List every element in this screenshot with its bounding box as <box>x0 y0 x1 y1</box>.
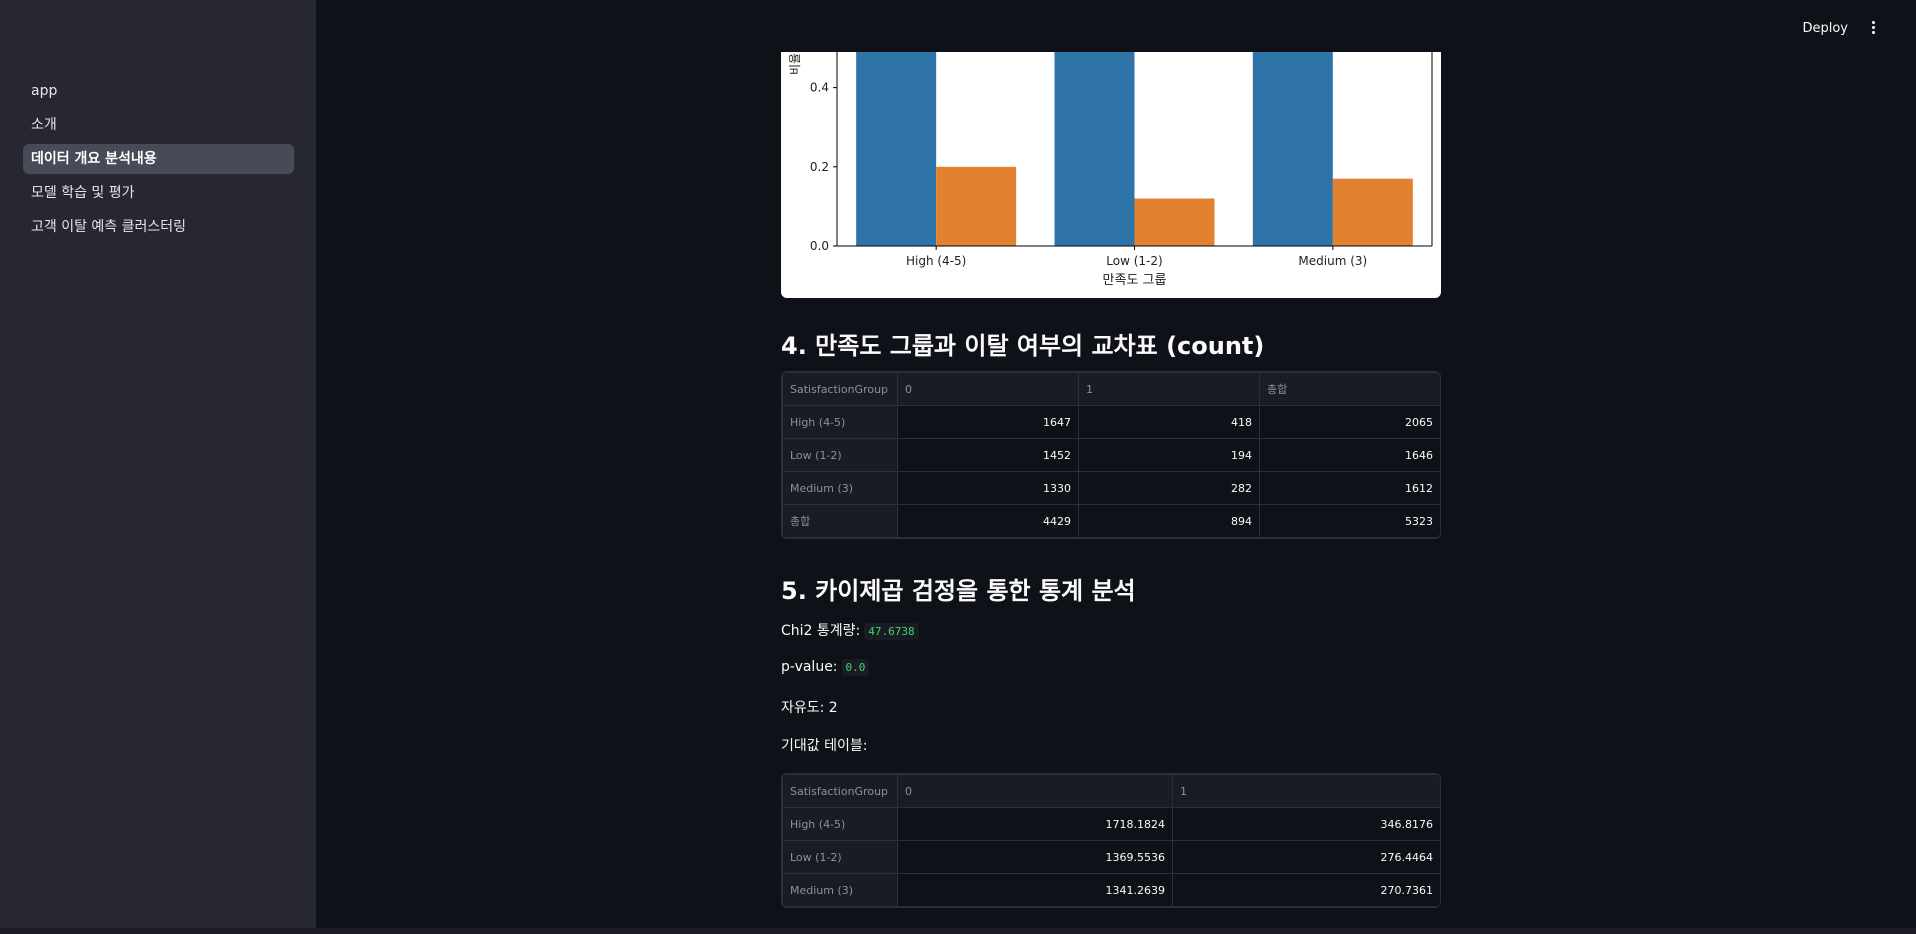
x-tick-label: Low (1-2) <box>1106 254 1162 268</box>
table-row: Medium (3) 1341.2639 270.7361 <box>782 873 1440 907</box>
chart-bar <box>856 52 937 246</box>
y-axis-title: 비율 <box>788 53 802 75</box>
table-cell[interactable]: 346.8176 <box>1172 807 1440 841</box>
chi2-line: Chi2 통계량: 47.6738 <box>781 620 919 640</box>
sidebar: app 소개 데이터 개요 분석내용 모델 학습 및 평가 고객 이탈 예측 클… <box>0 0 316 928</box>
table-header-row: SatisfactionGroup 0 1 <box>782 774 1440 808</box>
column-header[interactable]: 1 <box>1078 372 1260 406</box>
bottom-scroll-strip <box>0 928 1916 934</box>
row-index[interactable]: Low (1-2) <box>782 438 898 472</box>
chart-svg: 0.0 0.2 0.4 High (4-5) Low (1-2) Medium (3) 만족… <box>788 52 1433 288</box>
sidebar-item-app[interactable]: app <box>31 83 58 99</box>
column-header[interactable]: 0 <box>897 372 1079 406</box>
y-tick-label: 0.4 <box>810 81 829 95</box>
table-cell[interactable]: 282 <box>1078 471 1260 505</box>
section-5-title: 5. 카이제곱 검정을 통한 통계 분석 <box>781 577 1136 605</box>
table-cell[interactable]: 1612 <box>1259 471 1440 505</box>
chart-bar <box>936 166 1017 246</box>
pvalue-label: p-value: <box>781 659 838 675</box>
y-tick-label: 0.0 <box>810 239 829 253</box>
row-index[interactable]: High (4-5) <box>782 405 898 439</box>
main-menu-icon[interactable] <box>1868 19 1878 37</box>
column-header[interactable]: 1 <box>1172 774 1440 808</box>
sidebar-item-model-training[interactable]: 모델 학습 및 평가 <box>31 185 135 201</box>
column-header[interactable]: 총합 <box>1259 372 1440 406</box>
sidebar-item-intro[interactable]: 소개 <box>31 117 57 133</box>
chi2-value: 47.6738 <box>864 623 919 640</box>
x-axis-title: 만족도 그룹 <box>1103 273 1167 288</box>
sidebar-nav: app 소개 데이터 개요 분석내용 모델 학습 및 평가 고객 이탈 예측 클… <box>23 76 294 246</box>
table-cell[interactable]: 1647 <box>897 405 1079 439</box>
row-index[interactable]: 총합 <box>782 504 898 538</box>
chart-bar <box>1134 198 1215 246</box>
table-cell[interactable]: 418 <box>1078 405 1260 439</box>
chart-bar <box>1252 52 1333 246</box>
chi2-label: Chi2 통계량: <box>781 623 861 639</box>
table-cell[interactable]: 4429 <box>897 504 1079 538</box>
table-cell[interactable]: 1452 <box>897 438 1079 472</box>
table-cell[interactable]: 894 <box>1078 504 1260 538</box>
table-cell[interactable]: 194 <box>1078 438 1260 472</box>
table-row: Low (1-2) 1369.5536 276.4464 <box>782 840 1440 874</box>
table-cell[interactable]: 1646 <box>1259 438 1440 472</box>
table-row: High (4-5) 1647 418 2065 <box>782 405 1440 439</box>
dof-text: 자유도: 2 <box>781 700 838 716</box>
table-header-row: SatisfactionGroup 0 1 총합 <box>782 372 1440 406</box>
bar-chart: 0.0 0.2 0.4 High (4-5) Low (1-2) Medium (3) 만족… <box>781 52 1441 298</box>
section-4-title: 4. 만족도 그룹과 이탈 여부의 교차표 (count) <box>781 332 1265 360</box>
row-index[interactable]: High (4-5) <box>782 807 898 841</box>
table-cell[interactable]: 1369.5536 <box>897 840 1173 874</box>
sidebar-item-churn-clustering[interactable]: 고객 이탈 예측 클러스터링 <box>31 219 187 235</box>
table-cell[interactable]: 1341.2639 <box>897 873 1173 907</box>
y-tick-label: 0.2 <box>810 160 829 174</box>
chart-bar <box>1054 52 1135 246</box>
table-row: 총합 4429 894 5323 <box>782 504 1440 538</box>
table-row: Low (1-2) 1452 194 1646 <box>782 438 1440 472</box>
table-cell[interactable]: 276.4464 <box>1172 840 1440 874</box>
x-tick-label: Medium (3) <box>1298 254 1367 268</box>
chart-bar <box>1332 178 1413 246</box>
header-toolbar: Deploy <box>1716 0 1916 58</box>
crosstab-table: SatisfactionGroup 0 1 총합 High (4-5) 1647… <box>781 371 1441 539</box>
table-cell[interactable]: 5323 <box>1259 504 1440 538</box>
pvalue-value: 0.0 <box>841 659 870 676</box>
table-row: Medium (3) 1330 282 1612 <box>782 471 1440 505</box>
table-cell[interactable]: 270.7361 <box>1172 873 1440 907</box>
expected-table-label: 기대값 테이블: <box>781 738 868 754</box>
sidebar-item-data-overview[interactable]: 데이터 개요 분석내용 <box>23 144 294 174</box>
row-index[interactable]: Medium (3) <box>782 873 898 907</box>
row-index[interactable]: Low (1-2) <box>782 840 898 874</box>
column-header[interactable]: SatisfactionGroup <box>782 372 898 406</box>
table-cell[interactable]: 2065 <box>1259 405 1440 439</box>
table-cell[interactable]: 1330 <box>897 471 1079 505</box>
table-cell[interactable]: 1718.1824 <box>897 807 1173 841</box>
x-tick-label: High (4-5) <box>906 254 966 268</box>
row-index[interactable]: Medium (3) <box>782 471 898 505</box>
pvalue-line: p-value: 0.0 <box>781 659 870 676</box>
expected-table: SatisfactionGroup 0 1 High (4-5) 1718.18… <box>781 773 1441 908</box>
column-header[interactable]: 0 <box>897 774 1173 808</box>
table-row: High (4-5) 1718.1824 346.8176 <box>782 807 1440 841</box>
column-header[interactable]: SatisfactionGroup <box>782 774 898 808</box>
deploy-button[interactable]: Deploy <box>1796 20 1854 37</box>
